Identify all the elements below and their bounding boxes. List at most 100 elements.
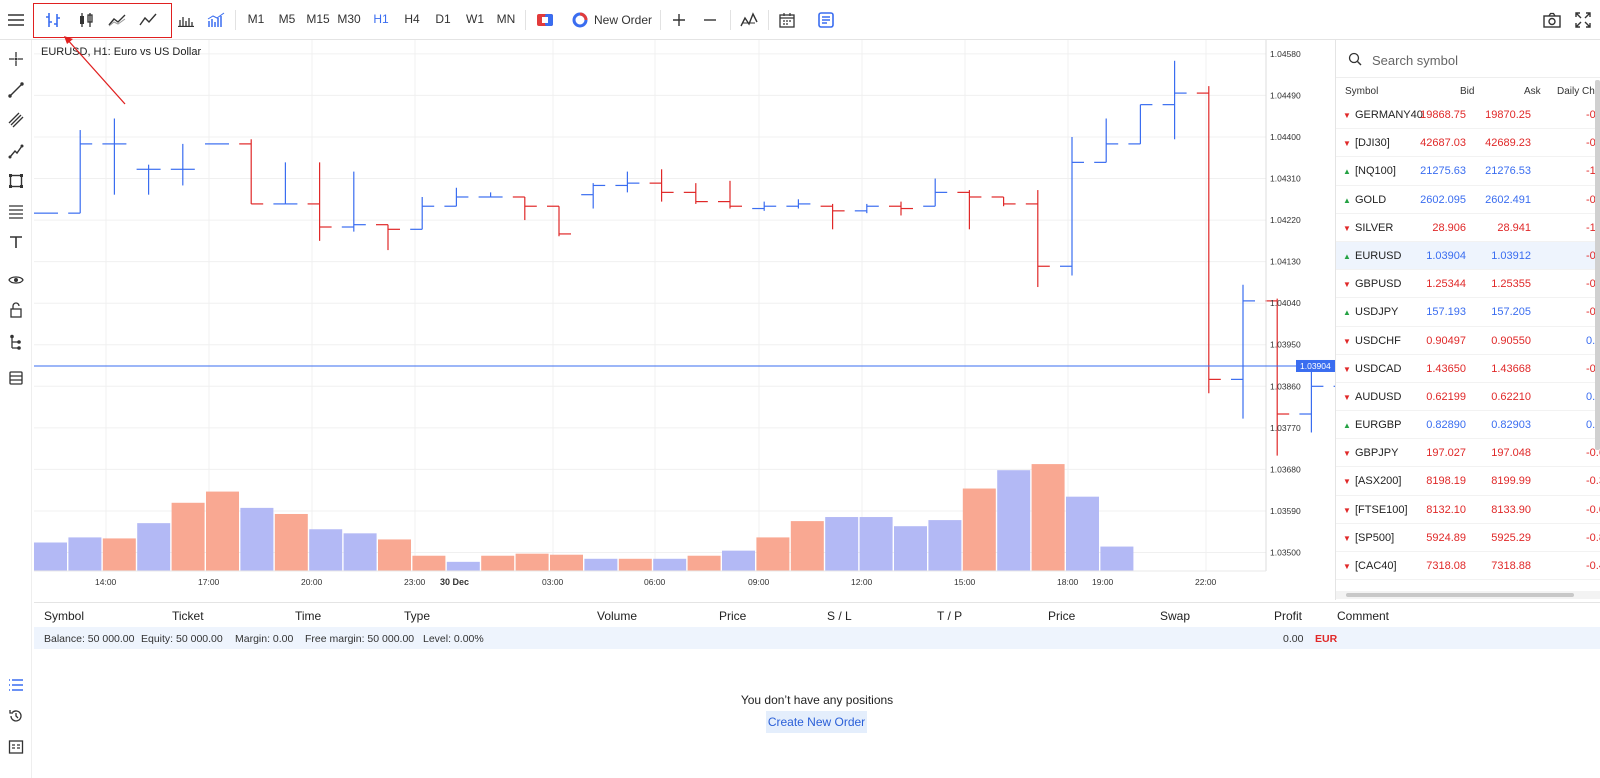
text-tool-icon[interactable] [6, 232, 26, 252]
trading-report-icon[interactable] [815, 7, 837, 33]
watchlist-row[interactable]: ▼ [SP500] 5924.89 5925.29 -0.85 [1336, 524, 1600, 552]
positions-list-icon[interactable] [6, 675, 26, 695]
timeframe-mn[interactable]: MN [496, 12, 516, 26]
fibonacci-icon[interactable] [6, 201, 26, 221]
new-order-icon[interactable] [570, 7, 590, 33]
fullscreen-icon[interactable] [1572, 7, 1594, 33]
ohlc-bar [1299, 367, 1324, 433]
volume-bar [962, 488, 996, 571]
volume-bars-icon[interactable] [175, 7, 197, 33]
ohlc-bar [854, 203, 879, 214]
watchlist-row[interactable]: ▼ [FTSE100] 8132.10 8133.90 -0.02 [1336, 496, 1600, 524]
screenshot-icon[interactable] [1541, 7, 1563, 33]
watchlist-row[interactable]: ▼ [CAC40] 7318.08 7318.88 -0.44 [1336, 552, 1600, 581]
col-price[interactable]: Price [719, 609, 747, 623]
polyline-icon[interactable] [6, 141, 26, 161]
time-tick-label: 09:00 [748, 577, 770, 587]
watchlist-horizontal-scrollbar[interactable] [1336, 591, 1600, 599]
menu-icon[interactable] [6, 7, 26, 33]
chart-type-highlight [33, 3, 172, 38]
timeframe-m30[interactable]: M30 [337, 12, 361, 26]
timeframe-m1[interactable]: M1 [247, 12, 265, 26]
timeframe-m5[interactable]: M5 [278, 12, 296, 26]
account-currency: EUR [1315, 633, 1338, 645]
col-take-profit[interactable]: T / P [937, 609, 963, 623]
volume-bar [378, 539, 411, 571]
equity: Equity: 50 000.00 [141, 633, 223, 645]
area-chart-type-icon[interactable] [137, 7, 159, 33]
zoom-in-icon[interactable] [669, 7, 689, 33]
watchlist-row[interactable]: ▼ GBPJPY 197.027 197.048 -0.65 [1336, 439, 1600, 468]
watchlist-row[interactable]: ▼ [ASX200] 8198.19 8199.99 -0.38 [1336, 467, 1600, 496]
crosshair-icon[interactable] [6, 49, 26, 69]
volume-bar [481, 555, 515, 571]
timeframe-h4[interactable]: H4 [404, 12, 420, 26]
calendar-icon[interactable] [776, 7, 798, 33]
channel-icon[interactable] [6, 110, 26, 130]
bid-price: 2602.095 [1420, 193, 1466, 206]
new-order-button[interactable]: New Order [594, 13, 653, 27]
indicators-icon[interactable] [738, 7, 760, 33]
one-click-trading-icon[interactable] [535, 7, 555, 33]
trend-up-icon: ▲ [1343, 308, 1351, 318]
layers-icon[interactable] [6, 368, 26, 388]
timeframe-w1[interactable]: W1 [466, 12, 484, 26]
col-comment[interactable]: Comment [1337, 609, 1390, 623]
header-symbol[interactable]: Symbol [1345, 86, 1379, 97]
timeframe-h1[interactable]: H1 [373, 12, 389, 26]
bid-price: 0.90497 [1426, 334, 1466, 347]
lock-icon[interactable] [6, 300, 26, 320]
header-daily-change[interactable]: Daily Ch [1557, 86, 1595, 97]
line-chart-type-icon[interactable] [106, 7, 128, 33]
eye-icon[interactable] [6, 270, 26, 290]
col-current-price[interactable]: Price [1048, 609, 1076, 623]
journal-icon[interactable] [6, 737, 26, 757]
col-stop-loss[interactable]: S / L [827, 609, 852, 623]
create-new-order-button[interactable]: Create New Order [766, 711, 867, 733]
watchlist-vertical-scrollbar[interactable] [1595, 80, 1600, 450]
col-time[interactable]: Time [295, 609, 322, 623]
positions-panel: Symbol Ticket Time Type Volume Price S /… [34, 602, 1600, 778]
volume-indicator-icon[interactable] [205, 7, 227, 33]
timeframe-d1[interactable]: D1 [435, 12, 451, 26]
col-profit[interactable]: Profit [1274, 609, 1303, 623]
zoom-out-icon[interactable] [700, 7, 720, 33]
daily-change: -0.44 [1586, 560, 1600, 572]
col-volume[interactable]: Volume [597, 609, 638, 623]
bid-price: 21275.63 [1420, 165, 1466, 178]
bar-chart-type-icon[interactable] [42, 7, 64, 33]
price-chart[interactable]: 1.04580 1.04490 1.04400 1.04310 1.04220 1.041… [34, 40, 1335, 602]
object-tree-icon[interactable] [6, 332, 26, 352]
ohlc-bar [889, 201, 913, 216]
toolbar-separator [235, 10, 236, 30]
history-icon[interactable] [6, 706, 26, 726]
candlestick-chart-type-icon[interactable] [75, 7, 97, 33]
trend-line-icon[interactable] [6, 80, 26, 100]
header-bid[interactable]: Bid [1460, 86, 1475, 97]
scrollbar-thumb[interactable] [1346, 593, 1574, 597]
col-ticket[interactable]: Ticket [172, 609, 204, 623]
time-tick-label: 20:00 [301, 577, 323, 587]
trend-up-icon: ▲ [1343, 251, 1351, 261]
col-type[interactable]: Type [404, 609, 431, 623]
price-tick-label: 1.03590 [1270, 506, 1301, 516]
ask-price: 7318.88 [1491, 560, 1531, 572]
header-ask[interactable]: Ask [1524, 86, 1541, 97]
search-input[interactable] [1372, 50, 1572, 70]
col-swap[interactable]: Swap [1160, 609, 1191, 623]
timeframe-m15[interactable]: M15 [306, 12, 330, 26]
col-symbol[interactable]: Symbol [44, 609, 85, 623]
rectangle-icon[interactable] [6, 171, 26, 191]
